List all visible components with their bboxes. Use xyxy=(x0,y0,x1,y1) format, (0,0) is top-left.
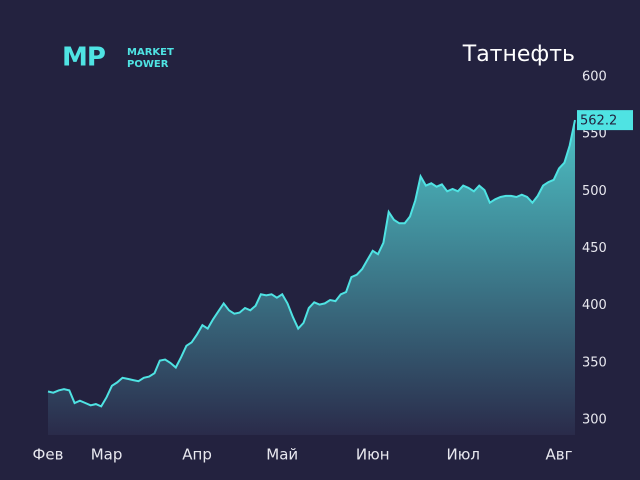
x-tick-label: Июн xyxy=(356,446,390,464)
logo-text: MARKET xyxy=(127,47,174,58)
last-value-box xyxy=(577,110,633,131)
logo-mark: MP xyxy=(62,43,105,73)
logo-text: POWER xyxy=(127,59,169,70)
y-tick-label: 350 xyxy=(582,355,607,370)
x-tick-label: Мар xyxy=(91,446,123,464)
line xyxy=(47,119,576,408)
x-tick-label: Июл xyxy=(446,446,479,464)
y-tick-label: 450 xyxy=(582,241,607,256)
x-tick-label: Фев xyxy=(33,446,64,464)
y-tick-label: 500 xyxy=(582,184,607,199)
y-tick-label: 300 xyxy=(582,413,607,428)
x-tick-label: Авг xyxy=(546,446,573,464)
x-tick-label: Май xyxy=(266,446,298,464)
y-tick-label: 600 xyxy=(582,69,607,84)
area xyxy=(48,120,575,435)
last-value-label: 562.2 xyxy=(580,114,617,129)
y-tick-label: 400 xyxy=(582,298,607,313)
chart-title: Татнефть xyxy=(462,42,575,67)
x-tick-label: Апр xyxy=(182,446,212,464)
y-tick-label: 550 xyxy=(582,127,607,142)
